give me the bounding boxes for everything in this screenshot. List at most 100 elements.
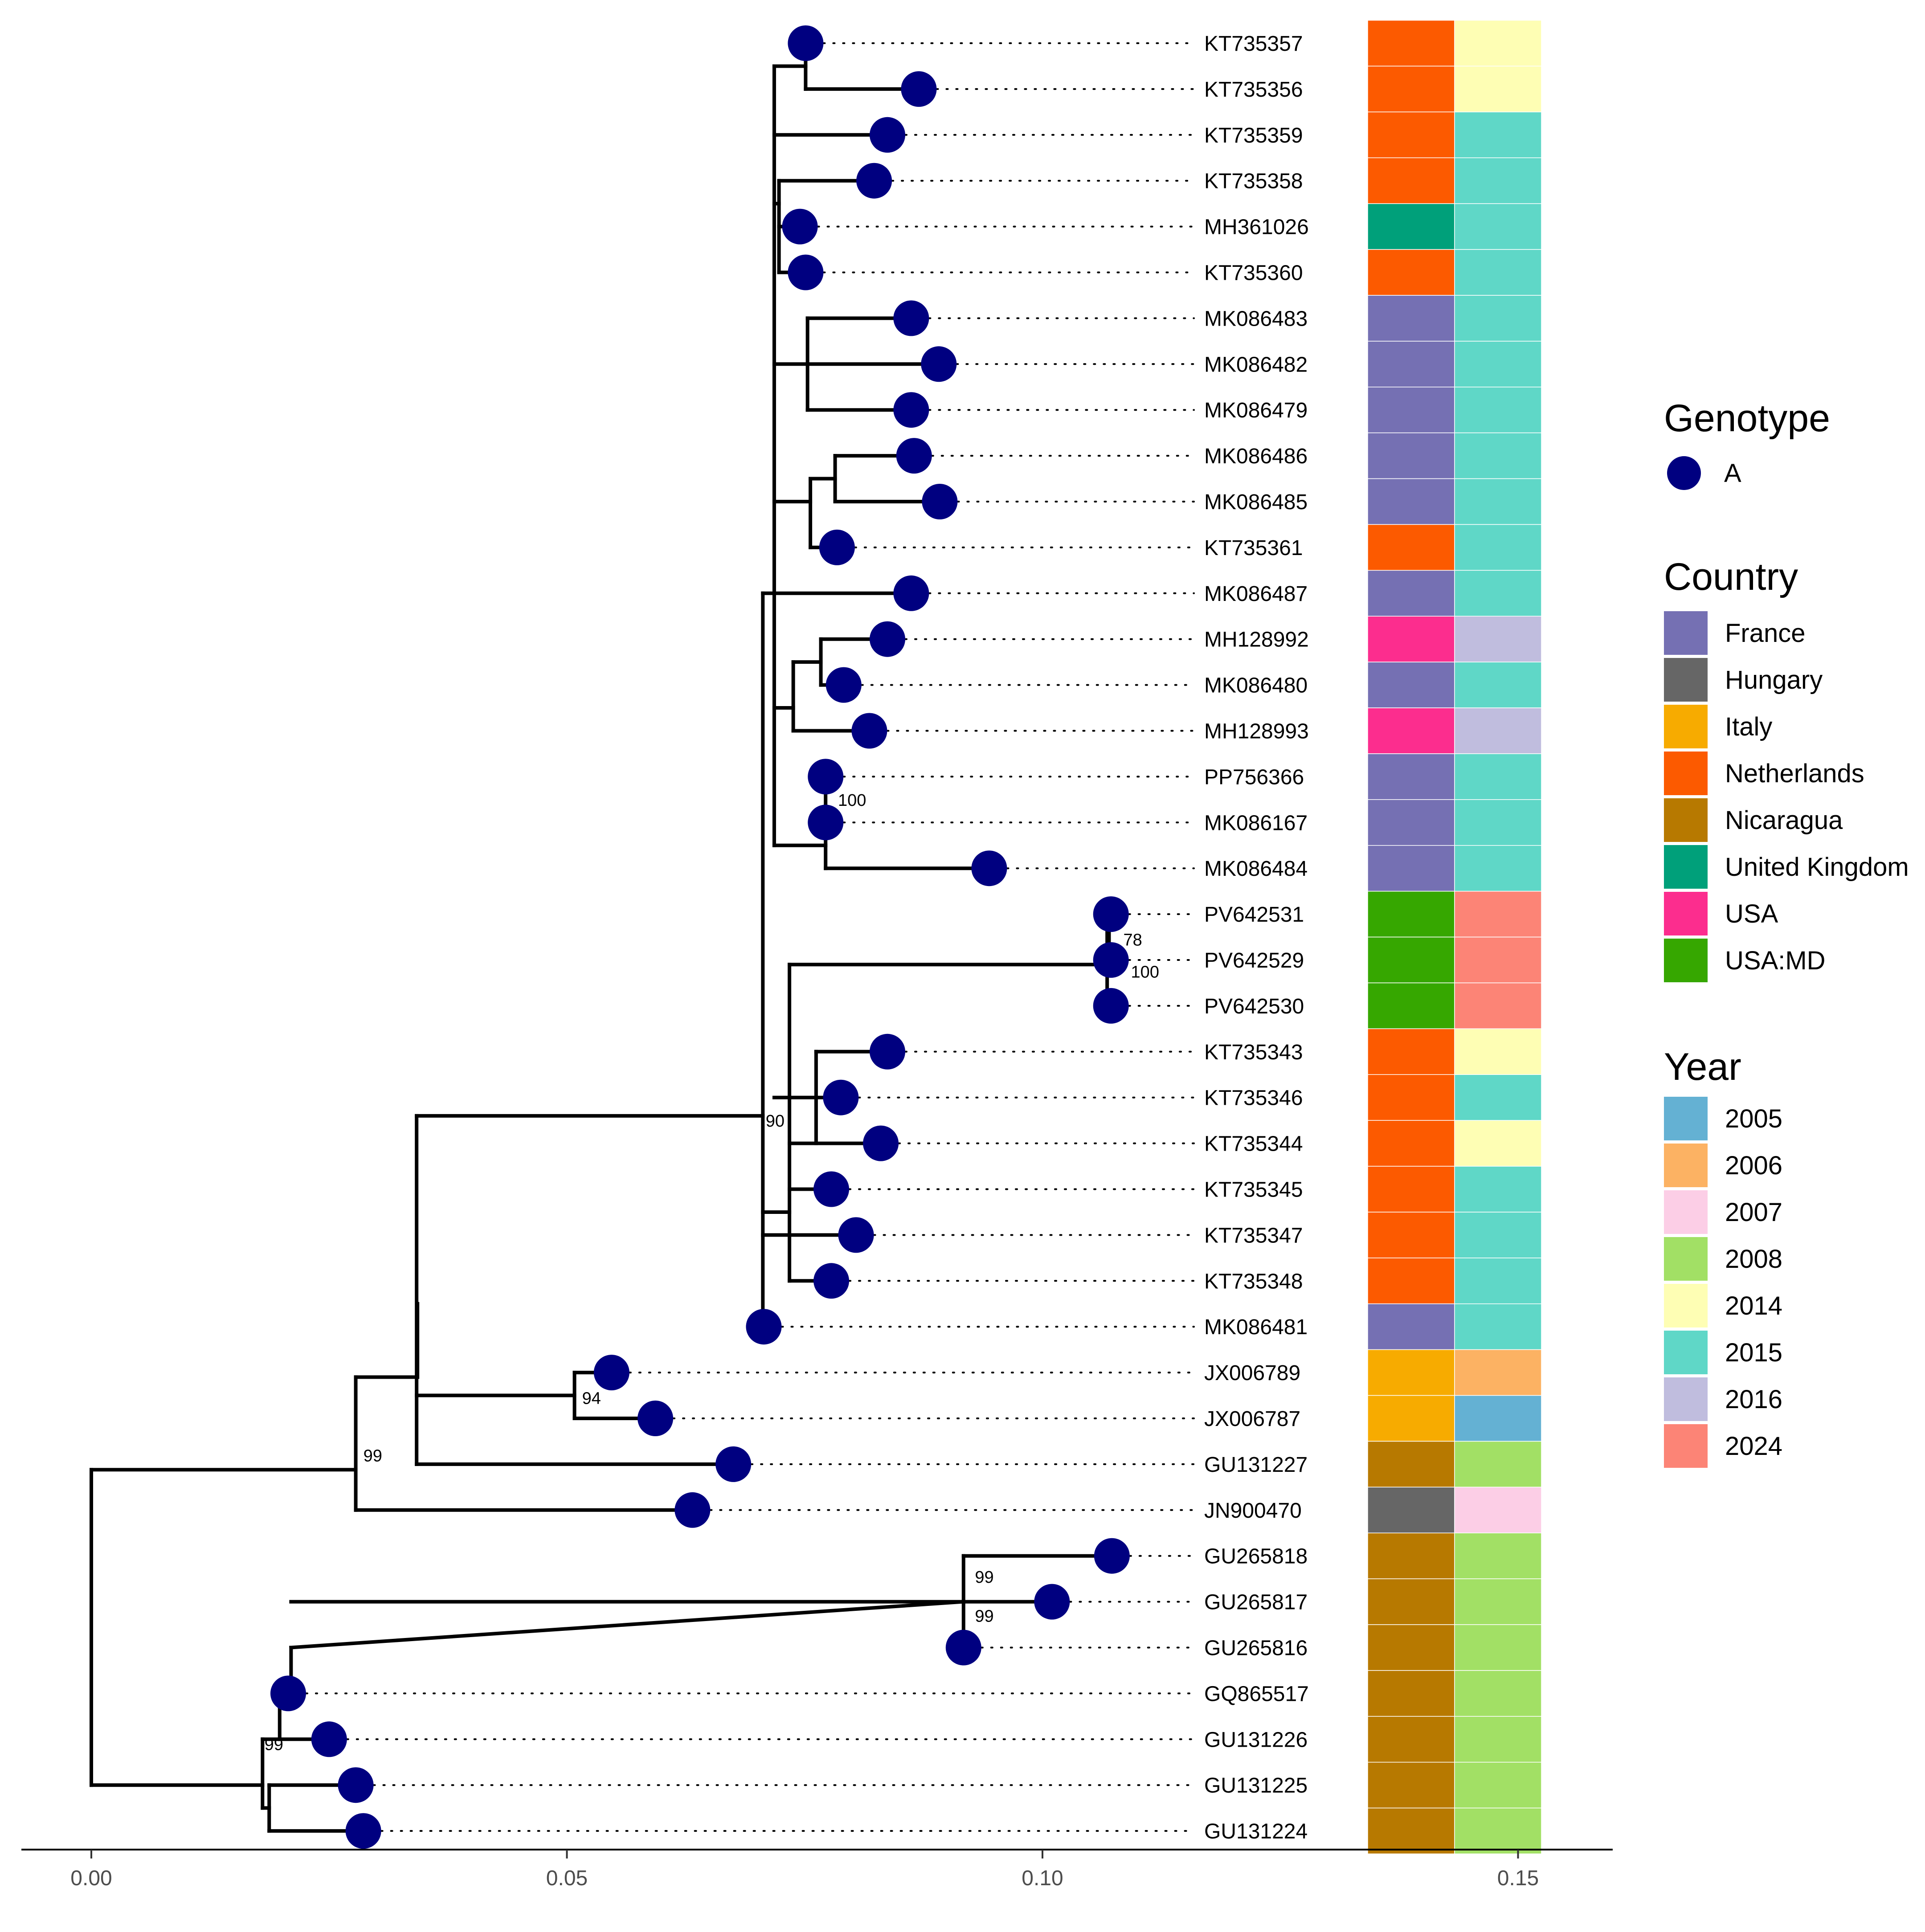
heatmap-cell-year xyxy=(1454,1762,1542,1809)
legend-swatch xyxy=(1664,1237,1708,1281)
legend-item-label: 2016 xyxy=(1725,1385,1782,1414)
heatmap-cell-country xyxy=(1367,799,1455,846)
x-axis: 0.00 0.05 0.10 0.15 xyxy=(21,1849,1613,1890)
heatmap-cell-country xyxy=(1367,111,1455,159)
bootstrap-label: 94 xyxy=(582,1389,601,1408)
tip-marker xyxy=(746,1309,782,1345)
heatmap-cell-year xyxy=(1454,753,1542,800)
heatmap-cell-year xyxy=(1454,1166,1542,1213)
tip-marker xyxy=(851,713,887,749)
heatmap-cell-country xyxy=(1367,1166,1455,1213)
bootstrap-labels: 100 78 100 90 94 99 99 99 99 xyxy=(265,791,1159,1754)
legend-swatch xyxy=(1664,798,1708,842)
tip-label: KT735344 xyxy=(1204,1132,1303,1156)
heatmap-cell-year xyxy=(1454,1716,1542,1763)
tip-label: GU131225 xyxy=(1204,1774,1308,1797)
tip-label: GU131227 xyxy=(1204,1453,1308,1477)
tip-label: GU131224 xyxy=(1204,1820,1308,1843)
heatmap-cell-year xyxy=(1454,387,1542,433)
heatmap-cell-country xyxy=(1367,1074,1455,1121)
tip-marker xyxy=(945,1630,981,1666)
tip-label: MK086479 xyxy=(1204,399,1308,422)
heatmap-cell-country xyxy=(1367,936,1455,984)
heatmap-cell-year xyxy=(1454,1624,1542,1671)
legend-item-label: 2005 xyxy=(1725,1104,1782,1133)
heatmap-cell-year xyxy=(1454,1807,1542,1854)
legend-swatch xyxy=(1664,1097,1708,1140)
dotted-leader-lines xyxy=(305,42,1195,1832)
heatmap-cell-year xyxy=(1454,1532,1542,1579)
tip-label: MK086487 xyxy=(1204,582,1308,606)
bootstrap-label: 99 xyxy=(975,1607,993,1626)
bootstrap-label: 99 xyxy=(364,1446,382,1465)
tip-marker xyxy=(813,1263,850,1299)
heatmap-cell-country xyxy=(1367,1487,1455,1534)
tip-marker xyxy=(345,1813,381,1849)
tip-marker xyxy=(893,575,929,611)
heatmap-cell-year xyxy=(1454,1670,1542,1717)
heatmap-cell-country xyxy=(1367,65,1455,113)
tip-label: MH128993 xyxy=(1204,720,1309,743)
heatmap-cell-year xyxy=(1454,478,1542,525)
tip-label: MK086486 xyxy=(1204,445,1308,468)
heatmap-cell-country xyxy=(1367,1395,1455,1442)
legend-item-label: United Kingdom xyxy=(1725,853,1909,882)
heatmap-cell-country xyxy=(1367,157,1455,204)
heatmap-cell-year xyxy=(1454,1441,1542,1488)
legend-item-label: Italy xyxy=(1725,712,1772,741)
heatmap-cell-year xyxy=(1454,1395,1542,1442)
heatmap-cell-country xyxy=(1367,1762,1455,1809)
legend-swatch xyxy=(1664,1377,1708,1421)
tip-label: JX006789 xyxy=(1204,1361,1300,1385)
tip-label: MK086484 xyxy=(1204,857,1308,881)
heatmap-cell-year xyxy=(1454,157,1542,204)
tip-label: PP756366 xyxy=(1204,765,1304,789)
heatmap-cell-year xyxy=(1454,982,1542,1029)
tip-marker xyxy=(971,850,1007,886)
bootstrap-label: 90 xyxy=(766,1112,785,1131)
legend-swatch xyxy=(1664,1424,1708,1468)
tip-marker xyxy=(863,1125,899,1161)
heatmap-cell-year xyxy=(1454,1303,1542,1350)
legend-swatch xyxy=(1664,611,1708,655)
tip-label: KT735357 xyxy=(1204,32,1303,56)
bootstrap-label: 78 xyxy=(1123,931,1142,950)
tip-marker xyxy=(788,25,824,61)
tip-marker xyxy=(715,1446,752,1482)
heatmap-cell-year xyxy=(1454,1487,1542,1534)
tip-marker xyxy=(819,529,855,565)
tip-label: KT735360 xyxy=(1204,261,1303,285)
heatmap-cell-country xyxy=(1367,1532,1455,1579)
x-axis-tick-label: 0.15 xyxy=(1497,1867,1539,1890)
heatmap-cell-country xyxy=(1367,387,1455,433)
tip-label: KT735358 xyxy=(1204,170,1303,193)
heatmap-cell-country xyxy=(1367,982,1455,1029)
tip-label: MK086485 xyxy=(1204,490,1308,514)
legend-swatch xyxy=(1664,892,1708,935)
heatmap-cell-year xyxy=(1454,890,1542,938)
legend-item-label: Nicaragua xyxy=(1725,806,1843,835)
tip-label: KT735348 xyxy=(1204,1270,1303,1293)
legend-item-label: 2007 xyxy=(1725,1198,1782,1227)
legend-swatch xyxy=(1664,1331,1708,1374)
tip-marker xyxy=(270,1675,306,1711)
heatmap-cell-country xyxy=(1367,524,1455,571)
tip-marker xyxy=(856,163,892,199)
tip-marker xyxy=(808,759,844,795)
heatmap-cell-country xyxy=(1367,1716,1455,1763)
tip-marker xyxy=(826,667,862,703)
tip-label: GU131226 xyxy=(1204,1728,1308,1752)
tip-label: MK086482 xyxy=(1204,353,1308,376)
tip-label: KT735356 xyxy=(1204,78,1303,102)
heatmap-cell-year xyxy=(1454,295,1542,342)
tip-marker xyxy=(893,300,929,336)
tip-label: GQ865517 xyxy=(1204,1682,1309,1706)
tip-label: KT735347 xyxy=(1204,1224,1303,1247)
tree-tips xyxy=(270,25,1130,1849)
tip-marker xyxy=(338,1767,374,1803)
bootstrap-label: 99 xyxy=(975,1568,993,1587)
heatmap-cell-year xyxy=(1454,1074,1542,1121)
heatmap-cell-year xyxy=(1454,845,1542,892)
legend-genotype: Genotype A xyxy=(1664,397,1830,490)
tip-label: KT735361 xyxy=(1204,536,1303,560)
